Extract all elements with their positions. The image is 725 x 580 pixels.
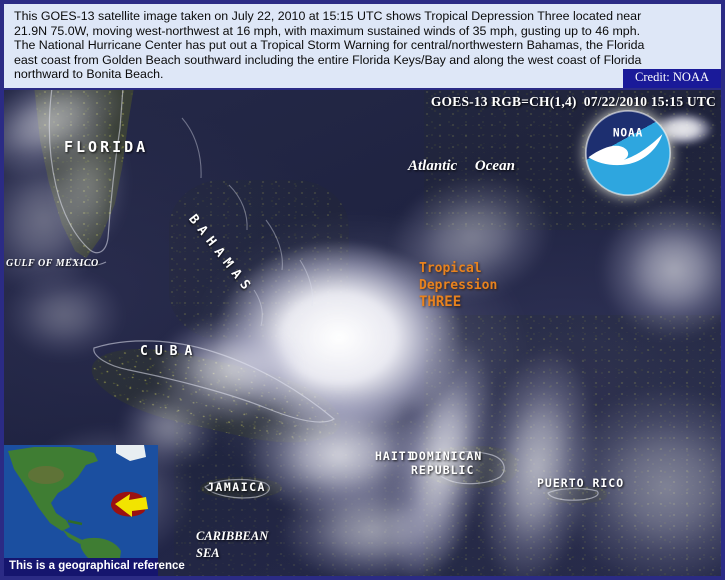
label-dominican-line: REPUBLIC <box>411 463 475 477</box>
satellite-image: GOES-13 RGB=CH(1,4) 07/22/2010 15:15 UTC… <box>4 90 721 576</box>
label-dominican-line: DOMINICAN <box>411 449 483 463</box>
label-caribbean-line: SEA <box>196 546 220 560</box>
caption-line: east coast from Golden Beach southward i… <box>14 52 642 67</box>
label-atlantic-ocean: Atlantic Ocean <box>408 158 515 174</box>
inset-arrow-icon <box>115 494 148 517</box>
cloud <box>4 270 124 360</box>
storm-label-line: Tropical <box>419 261 482 276</box>
geographical-reference-inset: This is a geographical reference <box>4 445 185 576</box>
label-caribbean-sea: CARIBBEAN SEA <box>196 528 268 562</box>
label-cuba: CUBA <box>140 344 200 359</box>
inset-world-map <box>4 445 158 558</box>
label-florida: FLORIDA <box>64 138 149 156</box>
inset-north-america <box>8 447 98 531</box>
caption-line: This GOES-13 satellite image taken on Ju… <box>14 9 642 23</box>
noaa-logo-text: NOAA <box>613 127 643 140</box>
credit-badge: Credit: NOAA <box>623 69 721 88</box>
noaa-seagull-icon <box>588 134 663 166</box>
label-dominican-republic: DOMINICAN REPUBLIC <box>411 449 482 477</box>
cloud <box>49 115 129 250</box>
inset-caption: This is a geographical reference <box>4 558 185 576</box>
inset-south-america <box>80 537 121 558</box>
label-tropical-depression-three: Tropical Depression THREE <box>419 260 497 311</box>
inset-cuba <box>67 519 83 526</box>
caption-line: 21.9N 75.0W, moving west-northwest at 16… <box>14 23 641 38</box>
caption-line: The National Hurricane Center has put ou… <box>14 38 645 53</box>
label-haiti: HAITI <box>375 449 415 463</box>
noaa-logo: NOAA <box>585 110 671 196</box>
label-puerto-rico: PUERTO RICO <box>537 476 625 490</box>
label-caribbean-line: CARIBBEAN <box>196 529 269 543</box>
label-gulf-of-mexico: GULF OF MEXICO <box>6 258 99 269</box>
label-jamaica: JAMAICA <box>207 480 266 494</box>
goes-header-text: GOES-13 RGB=CH(1,4) 07/22/2010 15:15 UTC <box>430 94 716 109</box>
caption-line: northward to Bonita Beach. <box>14 67 164 82</box>
caption-bar: This GOES-13 satellite image taken on Ju… <box>4 4 721 90</box>
inset-terrain-patch <box>28 466 64 484</box>
storm-label-line: THREE <box>419 294 462 310</box>
cloud <box>599 200 721 340</box>
cloud <box>279 475 464 576</box>
inset-greenland <box>116 445 146 461</box>
storm-label-line: Depression <box>419 278 498 293</box>
inset-central-america <box>62 529 86 544</box>
